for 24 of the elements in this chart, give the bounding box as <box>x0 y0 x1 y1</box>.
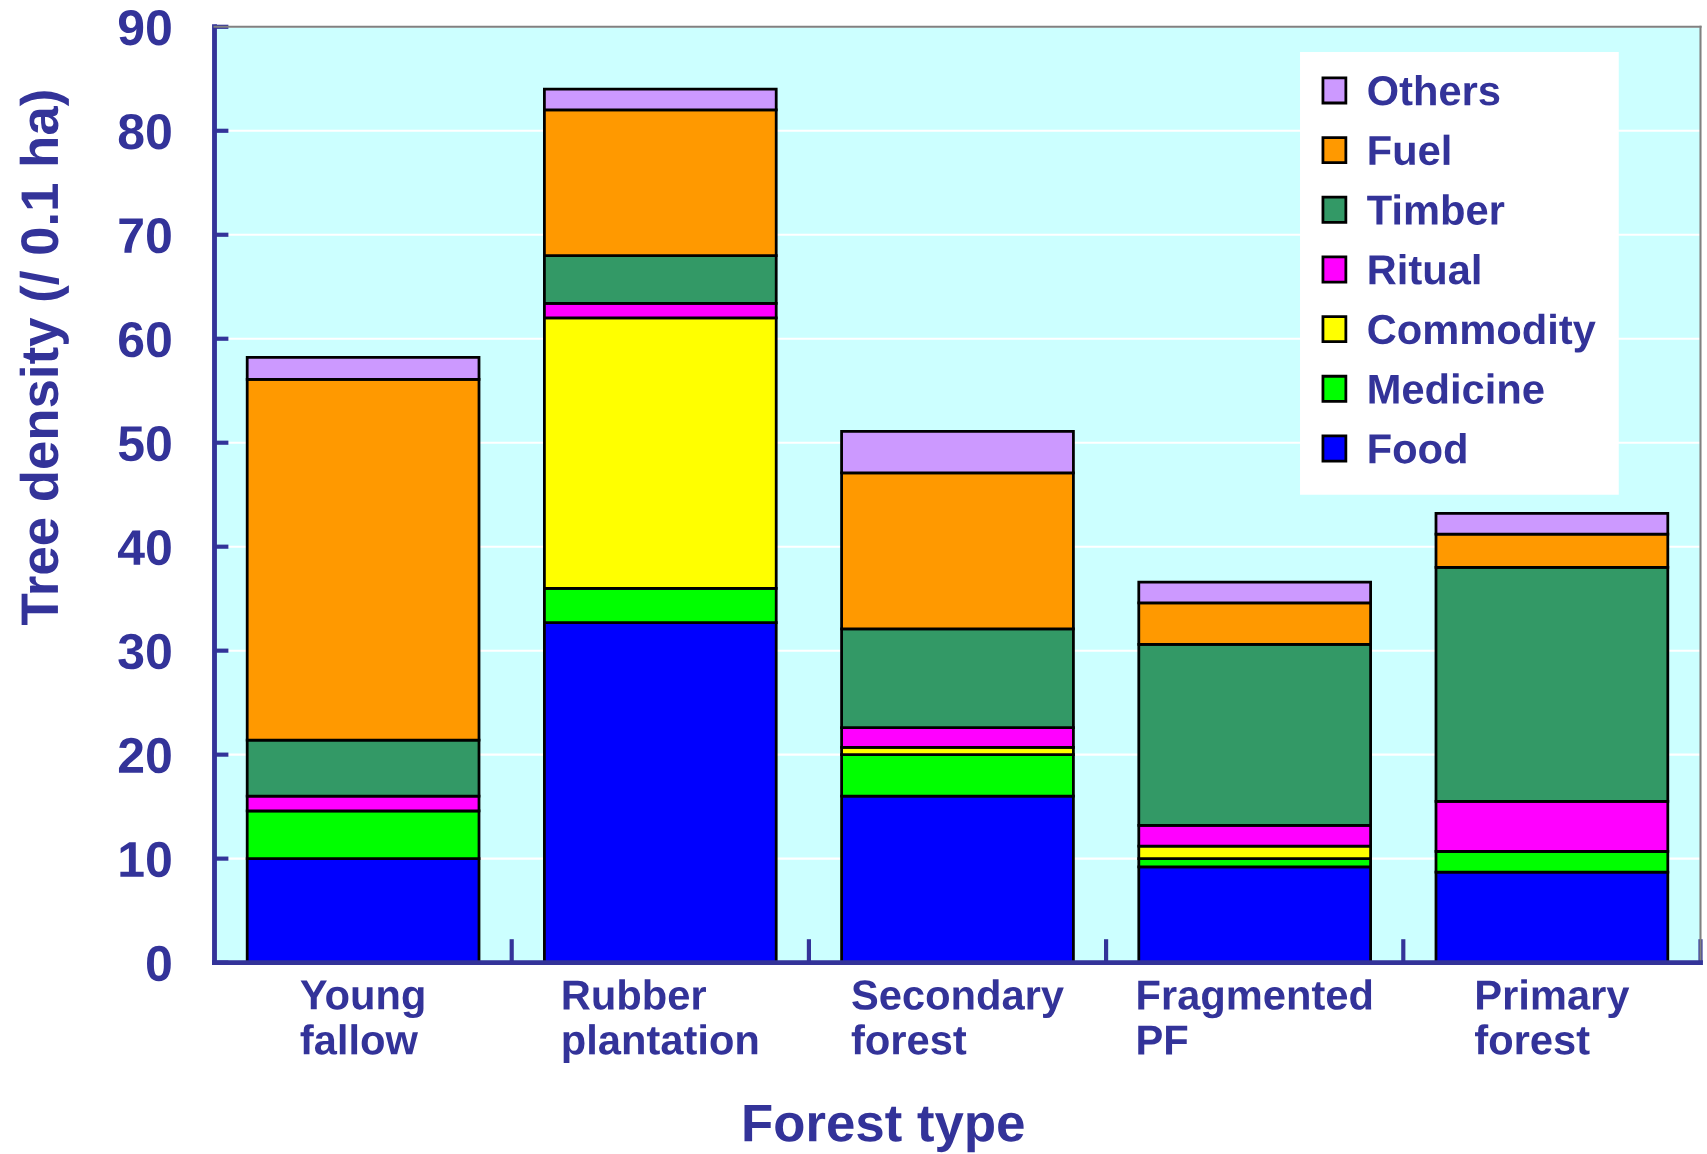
x-tick-label: Fragmented PF <box>1138 979 1372 1055</box>
x-axis-title: Forest type <box>744 1104 1024 1153</box>
y-tick-label: 50 <box>118 425 171 462</box>
y-tick-label: 30 <box>118 633 171 670</box>
y-tick-label: 70 <box>119 217 171 254</box>
x-tick-label: Primary forest <box>1475 979 1630 1055</box>
y-tick-label: 80 <box>118 113 171 150</box>
x-tick-label: Young fallow <box>300 980 424 1055</box>
legend-label: Food <box>1369 433 1466 464</box>
legend-label: Others <box>1368 74 1500 106</box>
y-tick-label: 40 <box>117 529 171 566</box>
x-tick-label: Secondary forest <box>851 979 1064 1055</box>
y-tick-label: 60 <box>119 321 171 358</box>
legend-label: Ritual <box>1369 254 1480 285</box>
y-tick-label: 90 <box>118 10 171 46</box>
y-axis-title: Tree density (/ 0.1 ha) <box>19 91 69 625</box>
legend-label: Medicine <box>1369 373 1544 404</box>
legend-label: Timber <box>1367 194 1505 225</box>
y-tick-label: 10 <box>120 841 171 878</box>
legend-label: Fuel <box>1369 134 1450 166</box>
y-tick-label: 0 <box>147 945 171 982</box>
legend-label: Commodity <box>1368 313 1596 353</box>
x-tick-label: Rubber plantation <box>563 979 758 1063</box>
y-tick-label: 20 <box>118 737 171 774</box>
